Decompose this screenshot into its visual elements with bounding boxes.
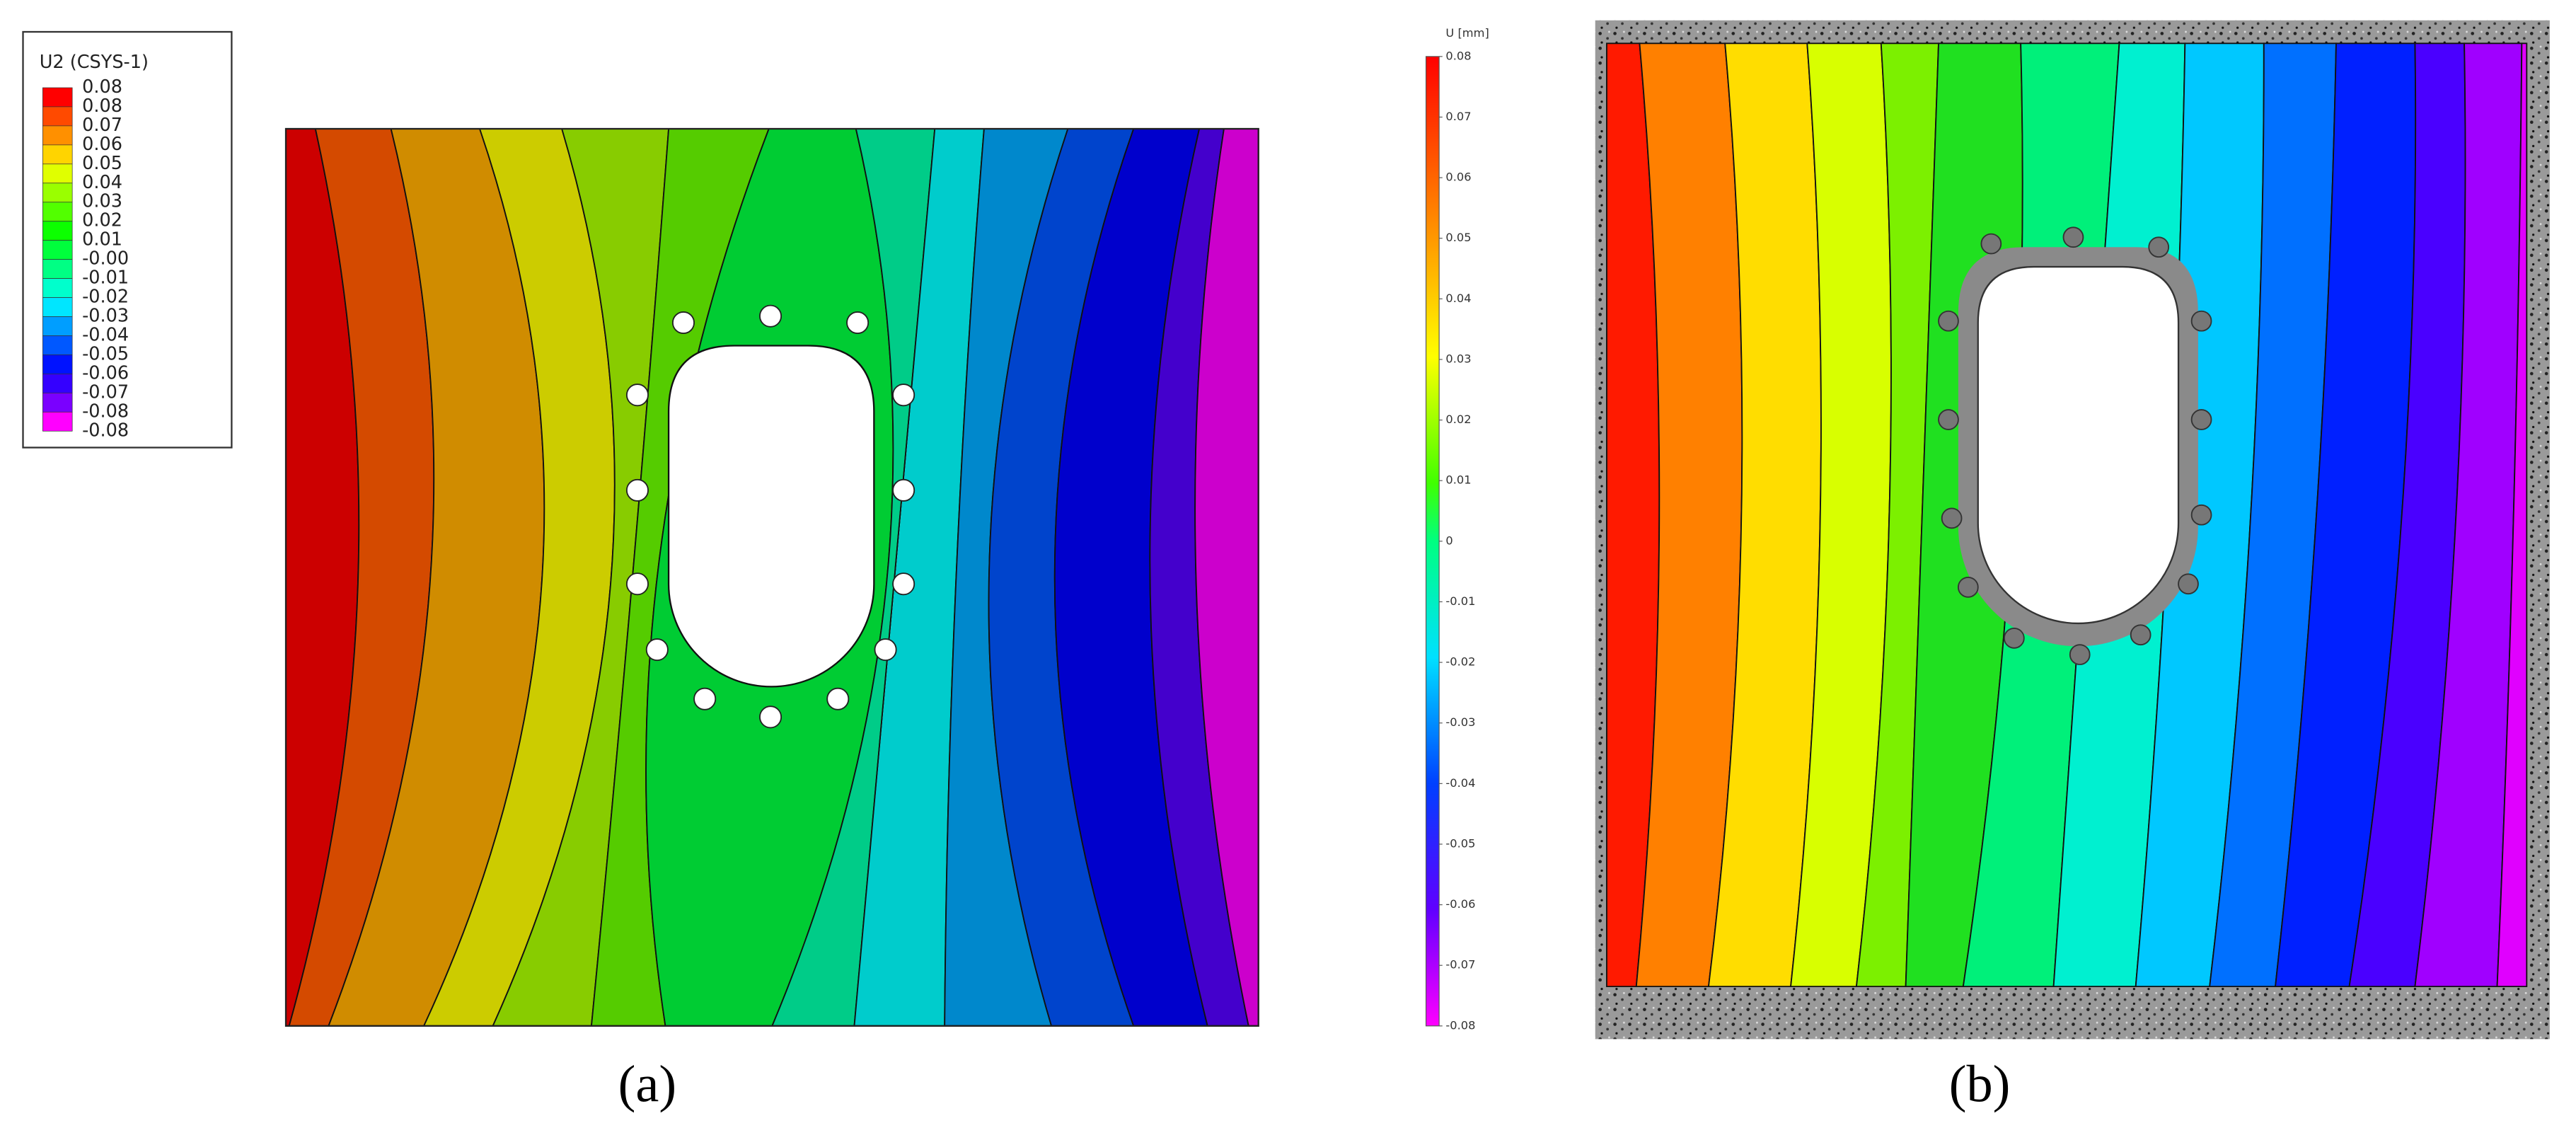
bolt-hole bbox=[2178, 573, 2199, 595]
legend-label: -0.05 bbox=[82, 343, 129, 364]
colorbar-label: -0.03 bbox=[1445, 715, 1475, 729]
legend-swatch bbox=[42, 335, 73, 355]
legend-swatch bbox=[42, 221, 73, 241]
bolt-hole bbox=[625, 478, 649, 502]
bolt-hole bbox=[892, 478, 916, 502]
bolt-hole bbox=[892, 384, 916, 407]
legend-swatch bbox=[42, 240, 73, 260]
legend-label: -0.02 bbox=[82, 287, 129, 308]
colorbar-label: -0.02 bbox=[1445, 655, 1475, 669]
colorbar-label: 0.05 bbox=[1445, 231, 1471, 244]
legend-title: U2 (CSYS-1) bbox=[40, 52, 149, 73]
colorbar-ticks: 0.08 0.07 0.06 0.05 0.04 0.03 0.02 0.01 0 -0.01 -0… bbox=[1439, 49, 1475, 1032]
bolt-hole bbox=[1938, 310, 1959, 332]
legend-label: 0.05 bbox=[82, 153, 122, 174]
legend-swatch bbox=[42, 259, 73, 279]
legend-label: -0.07 bbox=[82, 381, 129, 403]
legend-swatch bbox=[42, 125, 73, 146]
colorbar-label: -0.08 bbox=[1445, 1018, 1475, 1032]
bolt-hole bbox=[874, 638, 897, 662]
legend-label: 0.08 bbox=[82, 76, 122, 98]
cutout bbox=[1977, 265, 2180, 625]
legend-label: -0.04 bbox=[82, 324, 129, 345]
colorbar bbox=[1425, 56, 1440, 1027]
legend-label: -0.00 bbox=[82, 248, 129, 270]
colorbar-label: 0.08 bbox=[1445, 49, 1471, 62]
legend-swatch bbox=[42, 392, 73, 413]
colorbar-label: 0.07 bbox=[1445, 110, 1471, 123]
legend-label: 0.08 bbox=[82, 96, 122, 117]
legend-label: 0.04 bbox=[82, 172, 122, 193]
legend-label: -0.08 bbox=[82, 401, 129, 422]
bolt-hole bbox=[671, 311, 695, 335]
colorbar-label: 0.02 bbox=[1445, 413, 1471, 426]
bolt-hole bbox=[645, 638, 669, 662]
bolt-hole bbox=[2003, 627, 2025, 649]
legend-swatch bbox=[42, 163, 73, 184]
legend-swatch bbox=[42, 202, 73, 222]
legend: 0.080.080.070.060.050.040.030.020.01-0.0… bbox=[42, 76, 129, 441]
fe-contour-plot bbox=[284, 127, 1259, 1027]
legend-swatch bbox=[42, 183, 73, 203]
colorbar-label: -0.01 bbox=[1445, 594, 1475, 608]
colorbar-title: U [mm] bbox=[1445, 26, 1489, 40]
legend-swatch bbox=[42, 355, 73, 374]
colorbar-label: -0.05 bbox=[1445, 836, 1475, 850]
legend-swatch bbox=[42, 374, 73, 393]
cutout bbox=[667, 345, 875, 688]
bolt-hole bbox=[2190, 504, 2212, 526]
legend-label: 0.06 bbox=[82, 134, 122, 155]
bolt-hole bbox=[693, 687, 717, 710]
legend-swatch bbox=[42, 316, 73, 336]
colorbar-label: 0.04 bbox=[1445, 292, 1471, 305]
colorbar-label: 0.01 bbox=[1445, 473, 1471, 487]
colorbar-label: -0.06 bbox=[1445, 897, 1475, 911]
contour-band bbox=[2496, 42, 2528, 988]
legend-label: -0.01 bbox=[82, 267, 129, 289]
legend-label: -0.06 bbox=[82, 362, 129, 384]
bolt-hole bbox=[625, 572, 649, 596]
legend-swatch bbox=[42, 278, 73, 298]
caption-a: (a) bbox=[618, 1056, 676, 1114]
colorbar-label: -0.07 bbox=[1445, 958, 1475, 972]
bolt-hole bbox=[2130, 624, 2152, 646]
bolt-hole bbox=[759, 705, 782, 729]
bolt-hole bbox=[826, 687, 850, 710]
bolt-hole bbox=[2069, 644, 2091, 665]
bolt-hole bbox=[625, 384, 649, 407]
caption-b: (b) bbox=[1949, 1056, 2011, 1114]
bolt-hole bbox=[1938, 409, 1959, 430]
bolt-hole bbox=[2062, 226, 2084, 248]
legend-label: 0.03 bbox=[82, 191, 122, 212]
colorbar-label: 0.03 bbox=[1445, 352, 1471, 365]
colorbar-label: -0.04 bbox=[1445, 776, 1475, 790]
bolt-hole bbox=[2190, 310, 2212, 332]
dic-contour-plot bbox=[1606, 42, 2528, 988]
bolt-hole bbox=[1957, 577, 1979, 598]
bolt-hole bbox=[846, 311, 870, 335]
plot-border bbox=[284, 127, 1259, 1027]
legend-label: -0.08 bbox=[82, 420, 129, 441]
legend-label: 0.07 bbox=[82, 115, 122, 136]
bolt-hole bbox=[2148, 236, 2170, 258]
legend-swatch bbox=[42, 144, 73, 165]
bolt-hole bbox=[1941, 507, 1963, 529]
legend-label: 0.02 bbox=[82, 210, 122, 231]
colorbar-label: 0.06 bbox=[1445, 171, 1471, 184]
legend-swatch bbox=[42, 297, 73, 317]
legend-label: 0.01 bbox=[82, 229, 122, 250]
legend-swatch bbox=[42, 411, 73, 432]
colorbar-label: 0 bbox=[1445, 534, 1452, 547]
bolt-hole bbox=[1980, 233, 2002, 255]
legend-label: -0.03 bbox=[82, 305, 129, 326]
bolt-hole bbox=[2190, 409, 2212, 430]
legend-swatch bbox=[42, 87, 73, 108]
bolt-hole bbox=[759, 304, 782, 328]
bolt-hole bbox=[892, 572, 916, 596]
legend-swatch bbox=[42, 106, 73, 127]
